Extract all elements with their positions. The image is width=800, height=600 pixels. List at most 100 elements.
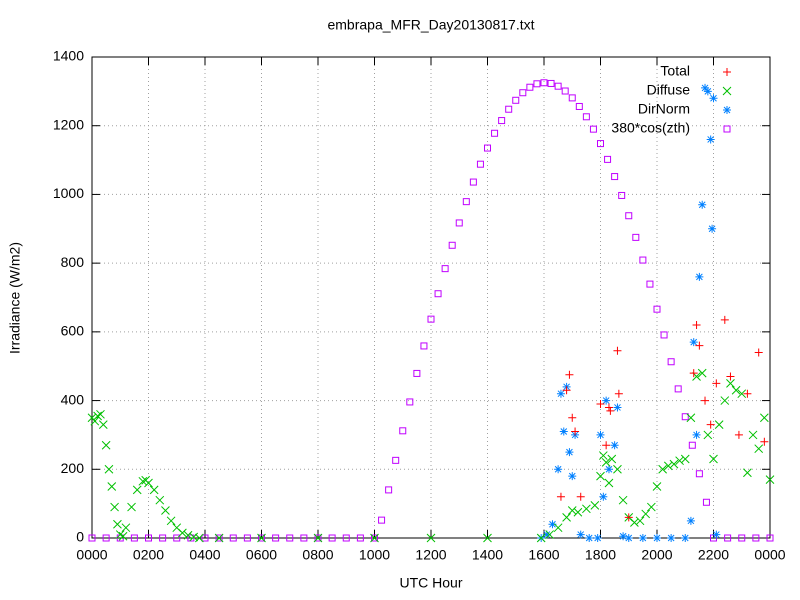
data-point xyxy=(562,386,571,395)
data-point xyxy=(533,80,541,88)
legend-label: Diffuse xyxy=(647,82,691,98)
data-point xyxy=(547,79,555,87)
data-point xyxy=(743,389,752,398)
data-point xyxy=(121,523,131,533)
data-point xyxy=(420,342,428,350)
data-point xyxy=(706,420,715,429)
data-point xyxy=(166,516,176,526)
data-point xyxy=(619,532,628,541)
data-point xyxy=(159,534,167,542)
data-point xyxy=(370,533,379,543)
data-point xyxy=(519,89,527,97)
data-point xyxy=(556,389,565,398)
data-point xyxy=(88,534,96,542)
data-point xyxy=(754,348,763,357)
x-tick-label: 1600 xyxy=(528,547,559,563)
x-tick-label: 0000 xyxy=(754,547,785,563)
data-point xyxy=(102,534,110,542)
data-point xyxy=(766,534,774,542)
data-point xyxy=(567,506,577,515)
data-point xyxy=(724,534,732,542)
y-tick-label: 200 xyxy=(61,460,85,476)
data-point xyxy=(491,129,499,137)
data-point xyxy=(371,534,378,542)
data-point xyxy=(214,533,224,543)
data-point xyxy=(646,280,654,288)
data-point xyxy=(571,427,580,436)
data-point xyxy=(708,224,717,233)
data-point xyxy=(652,482,662,491)
data-point xyxy=(709,94,718,103)
x-tick-label: 2000 xyxy=(641,547,672,563)
data-point xyxy=(104,464,114,474)
data-point xyxy=(692,430,701,439)
data-point xyxy=(93,411,103,421)
data-point xyxy=(680,454,690,464)
data-point xyxy=(585,534,594,542)
x-tick-label: 1800 xyxy=(585,547,616,563)
data-point xyxy=(601,458,611,467)
y-axis-label: Irradiance (W/m2) xyxy=(7,242,23,354)
data-point xyxy=(660,331,668,339)
x-tick-label: 0400 xyxy=(189,547,220,563)
y-tick-label: 0 xyxy=(76,529,84,545)
data-point xyxy=(596,430,605,439)
data-point xyxy=(702,498,710,506)
data-point xyxy=(229,534,237,542)
data-point xyxy=(462,198,470,206)
data-point xyxy=(90,416,100,426)
data-point xyxy=(118,531,128,541)
data-point xyxy=(618,191,626,199)
data-point xyxy=(653,305,661,313)
data-point xyxy=(701,83,710,92)
y-tick-label: 400 xyxy=(61,391,85,407)
data-point xyxy=(734,430,743,439)
data-point xyxy=(132,485,142,495)
data-point xyxy=(101,440,111,450)
y-tick-label: 600 xyxy=(61,323,85,339)
data-point xyxy=(565,448,574,457)
data-point xyxy=(675,456,684,466)
data-point xyxy=(604,465,613,474)
data-point xyxy=(576,530,585,539)
data-point xyxy=(701,396,710,405)
data-point xyxy=(434,290,442,298)
data-point xyxy=(712,379,721,388)
data-point xyxy=(625,212,633,220)
data-point xyxy=(540,79,548,87)
chart-title: embrapa_MFR_Day20130817.txt xyxy=(327,17,534,33)
data-point xyxy=(161,506,170,515)
data-point xyxy=(498,117,506,125)
data-point xyxy=(556,492,565,501)
data-point xyxy=(526,83,534,91)
data-point xyxy=(607,454,617,464)
data-point xyxy=(754,444,764,454)
data-point xyxy=(759,413,769,423)
data-point xyxy=(385,486,393,494)
data-point xyxy=(674,385,682,393)
data-point xyxy=(545,530,555,539)
data-point xyxy=(413,369,421,377)
data-point xyxy=(149,485,159,495)
data-point xyxy=(399,427,407,435)
y-tick-label: 800 xyxy=(61,254,85,270)
data-point xyxy=(709,454,718,464)
data-point xyxy=(611,173,619,181)
data-point xyxy=(593,534,602,542)
data-point xyxy=(243,534,251,542)
data-point xyxy=(697,368,707,378)
data-point xyxy=(641,509,651,519)
data-point xyxy=(201,534,209,542)
data-point xyxy=(589,125,597,133)
data-point xyxy=(630,518,639,527)
data-point xyxy=(568,472,577,481)
data-point xyxy=(613,403,622,412)
x-tick-label: 1200 xyxy=(415,547,446,563)
data-point xyxy=(455,219,463,227)
legend-marker xyxy=(722,86,732,96)
y-tick-label: 1000 xyxy=(53,185,84,201)
data-point xyxy=(604,478,614,488)
data-point xyxy=(427,315,435,323)
data-point xyxy=(115,530,125,539)
data-point xyxy=(441,265,449,273)
